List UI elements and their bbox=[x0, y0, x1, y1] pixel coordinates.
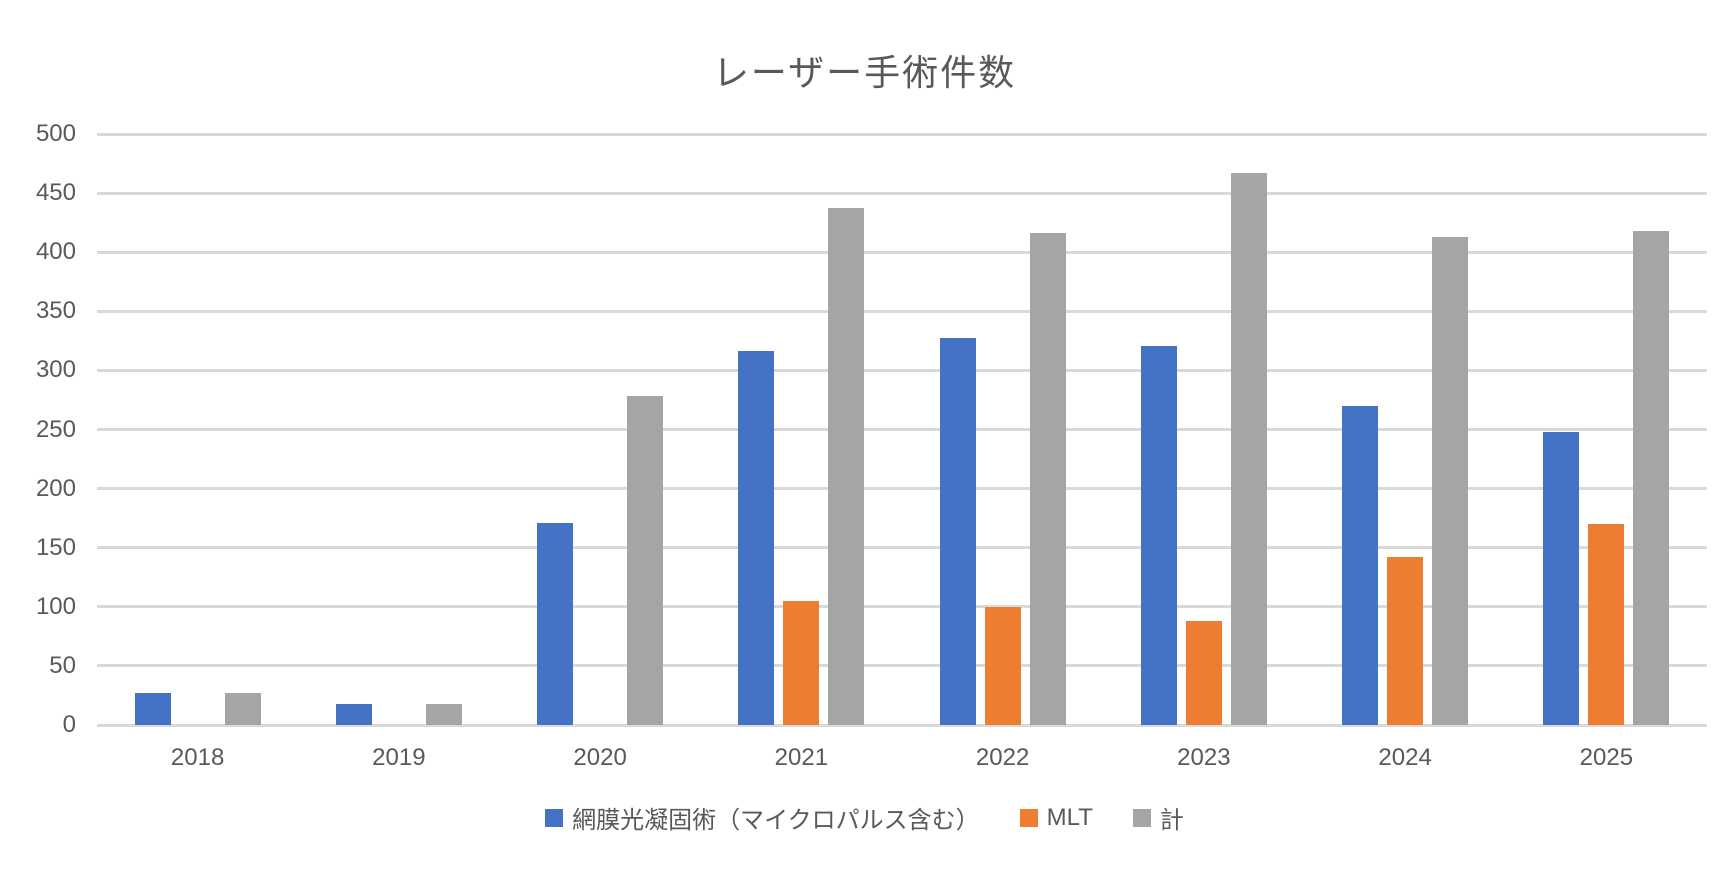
gridline-350 bbox=[97, 309, 1707, 313]
y-axis-tick-label-150: 150 bbox=[35, 533, 76, 561]
bar-series1-2022 bbox=[939, 338, 976, 725]
bar-series1-2019 bbox=[335, 703, 372, 725]
bar-series3-2022 bbox=[1029, 233, 1066, 725]
x-axis-tick-label-2019: 2019 bbox=[372, 744, 426, 771]
legend: 網膜光凝固術（マイクロパルス含む） MLT 計 bbox=[0, 800, 1729, 835]
gridline-50 bbox=[97, 664, 1707, 668]
y-axis-tick-label-200: 200 bbox=[35, 474, 76, 502]
y-axis-tick-label-300: 300 bbox=[35, 356, 76, 384]
y-axis-tick-label-400: 400 bbox=[35, 238, 76, 266]
y-axis-tick-label-50: 50 bbox=[49, 651, 76, 679]
bar-series3-2023 bbox=[1230, 173, 1267, 725]
gridline-150 bbox=[97, 546, 1707, 550]
legend-label-mlt: MLT bbox=[1046, 803, 1093, 831]
bar-series2-2025 bbox=[1588, 524, 1625, 725]
legend-item-mlt: MLT bbox=[1019, 803, 1093, 832]
bar-series1-2024 bbox=[1342, 405, 1379, 725]
chart-title: レーザー手術件数 bbox=[712, 52, 1017, 93]
bar-series1-2018 bbox=[134, 693, 171, 725]
bar-series1-2023 bbox=[1140, 345, 1177, 725]
bar-series3-2024 bbox=[1432, 236, 1469, 725]
y-axis-tick-label-350: 350 bbox=[35, 297, 76, 325]
bar-series2-2021 bbox=[783, 600, 820, 725]
y-axis-tick-label-450: 450 bbox=[35, 179, 76, 207]
bar-series3-2025 bbox=[1633, 230, 1670, 725]
bar-series1-2025 bbox=[1543, 431, 1580, 725]
x-axis-tick-label-2023: 2023 bbox=[1177, 744, 1231, 771]
gridline-200 bbox=[97, 487, 1707, 491]
gridline-250 bbox=[97, 428, 1707, 431]
x-axis-tick-label-2021: 2021 bbox=[774, 744, 829, 771]
x-axis-tick-label-2020: 2020 bbox=[573, 744, 627, 771]
bar-series1-2020 bbox=[537, 522, 574, 725]
legend-swatch-retina-photocoagulation-icon bbox=[545, 808, 564, 827]
bar-series2-2022 bbox=[984, 606, 1021, 725]
y-axis-tick-label-250: 250 bbox=[35, 415, 76, 443]
bar-series3-2020 bbox=[627, 396, 664, 725]
bar-series3-2019 bbox=[425, 703, 462, 725]
x-axis-tick-label-2024: 2024 bbox=[1378, 744, 1432, 771]
bar-series2-2024 bbox=[1387, 557, 1424, 725]
bar-series3-2018 bbox=[224, 693, 261, 725]
bar-series1-2021 bbox=[738, 351, 775, 725]
legend-swatch-mlt-icon bbox=[1019, 808, 1038, 827]
legend-label-retina-photocoagulation: 網膜光凝固術（マイクロパルス含む） bbox=[572, 807, 980, 834]
legend-label-total: 計 bbox=[1159, 807, 1184, 834]
gridline-500 bbox=[97, 132, 1707, 136]
bar-series3-2021 bbox=[828, 208, 865, 725]
gridline-450 bbox=[97, 191, 1707, 195]
legend-item-total: 計 bbox=[1132, 800, 1184, 835]
bar-series2-2023 bbox=[1185, 620, 1222, 725]
legend-swatch-total-icon bbox=[1132, 808, 1151, 827]
x-axis-tick-label-2022: 2022 bbox=[975, 744, 1030, 771]
gridline-100 bbox=[97, 605, 1707, 609]
gridline-400 bbox=[97, 250, 1707, 254]
y-axis-tick-label-500: 500 bbox=[35, 120, 76, 147]
y-axis-tick-label-100: 100 bbox=[35, 592, 76, 620]
y-axis-tick-label-0: 0 bbox=[62, 711, 76, 738]
gridline-0 bbox=[97, 723, 1707, 727]
x-axis-tick-label-2025: 2025 bbox=[1579, 744, 1634, 771]
gridline-300 bbox=[97, 368, 1707, 372]
legend-item-retina-photocoagulation: 網膜光凝固術（マイクロパルス含む） bbox=[545, 800, 980, 835]
x-axis-tick-label-2018: 2018 bbox=[170, 744, 225, 771]
